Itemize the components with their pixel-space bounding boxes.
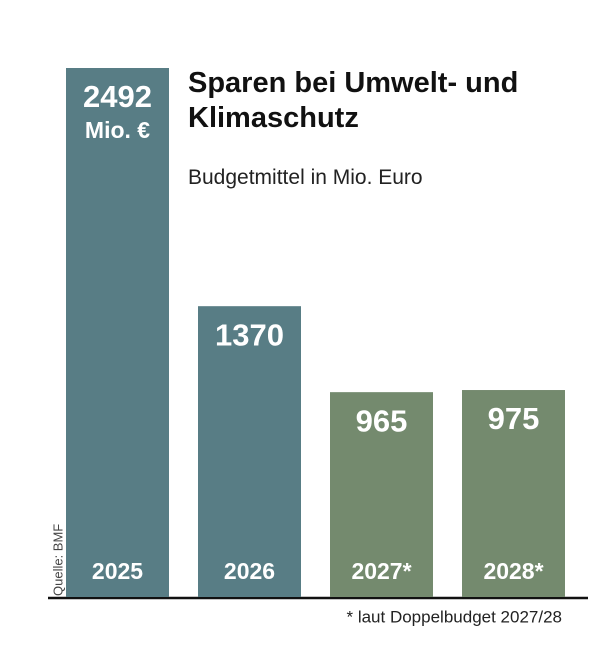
value-label: 2492 — [83, 79, 152, 114]
footnote: * laut Doppelbudget 2027/28 — [346, 607, 562, 626]
value-label: 1370 — [215, 317, 284, 352]
chart-title: Sparen bei Umwelt- und Klimaschutz — [188, 67, 519, 134]
bar — [462, 390, 565, 597]
source: Quelle: BMF — [50, 524, 65, 596]
category-label: 2026 — [224, 558, 275, 584]
category-label: 2025 — [92, 558, 143, 584]
bar — [330, 392, 433, 597]
unit-label: Mio. € — [85, 117, 150, 143]
bar — [198, 306, 301, 597]
bar — [66, 68, 169, 597]
category-label: 2028* — [483, 558, 543, 584]
value-label: 965 — [356, 403, 408, 438]
category-label: 2027* — [351, 558, 411, 584]
chart-subtitle: Budgetmittel in Mio. Euro — [188, 166, 423, 189]
value-label: 975 — [488, 401, 540, 436]
